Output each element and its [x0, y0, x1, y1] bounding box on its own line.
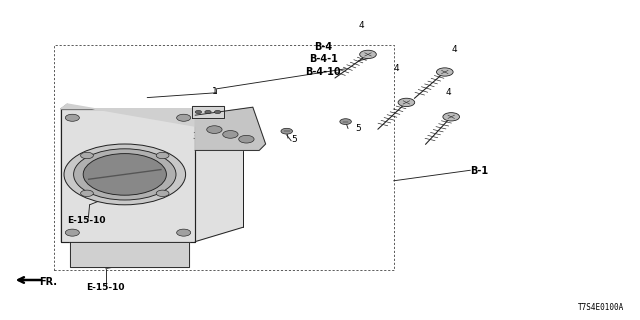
Circle shape: [156, 152, 169, 159]
Text: E-15-10: E-15-10: [86, 284, 125, 292]
Circle shape: [207, 126, 222, 133]
Text: 4: 4: [445, 88, 451, 97]
Circle shape: [281, 128, 292, 134]
Circle shape: [195, 110, 202, 114]
Circle shape: [340, 119, 351, 124]
Text: 2: 2: [209, 116, 214, 124]
Text: T7S4E0100A: T7S4E0100A: [578, 303, 624, 312]
Polygon shape: [195, 107, 266, 150]
Circle shape: [205, 110, 211, 114]
Text: 4: 4: [452, 45, 457, 54]
Circle shape: [177, 229, 191, 236]
Circle shape: [83, 154, 166, 195]
Circle shape: [156, 190, 169, 196]
Text: FR.: FR.: [39, 276, 57, 287]
Text: E-15-10: E-15-10: [67, 216, 106, 225]
Text: 5: 5: [356, 124, 361, 132]
Polygon shape: [70, 242, 189, 267]
Circle shape: [64, 144, 186, 205]
Polygon shape: [192, 106, 224, 118]
Circle shape: [177, 114, 191, 121]
Text: 4: 4: [394, 64, 399, 73]
Text: B-4
B-4-1
B-4-10: B-4 B-4-1 B-4-10: [305, 42, 341, 76]
Circle shape: [223, 131, 238, 138]
Circle shape: [81, 152, 93, 159]
Circle shape: [65, 229, 79, 236]
Circle shape: [239, 135, 254, 143]
Polygon shape: [61, 109, 243, 242]
Circle shape: [398, 98, 415, 107]
Text: 5: 5: [292, 135, 297, 144]
Circle shape: [214, 110, 221, 114]
Text: 1: 1: [212, 87, 217, 96]
Polygon shape: [61, 104, 243, 134]
Text: 3: 3: [193, 132, 198, 140]
Text: B-1: B-1: [470, 166, 488, 176]
Circle shape: [81, 190, 93, 196]
Circle shape: [360, 50, 376, 59]
Text: 4: 4: [359, 21, 364, 30]
Circle shape: [436, 68, 453, 76]
Circle shape: [443, 113, 460, 121]
Circle shape: [65, 114, 79, 121]
Circle shape: [74, 149, 176, 200]
